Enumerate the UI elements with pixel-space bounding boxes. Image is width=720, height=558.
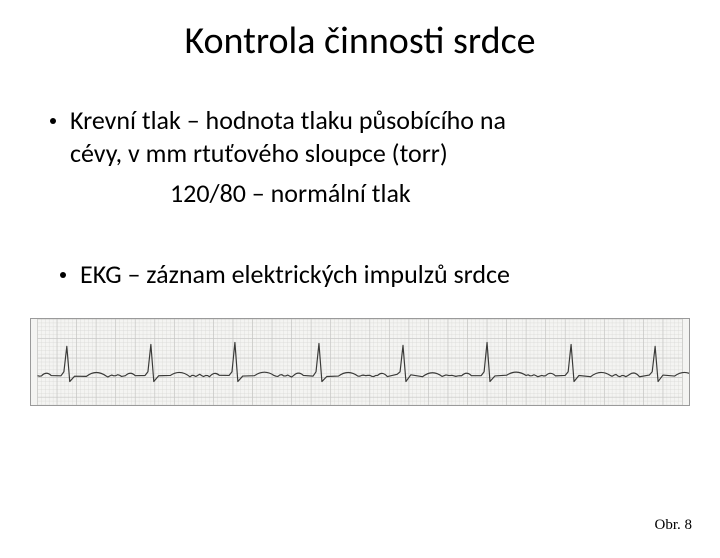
ekg-chart [30,318,690,406]
bullet-1-subline: 120/80 – normální tlak [50,177,680,210]
bullet-1-line2: cévy, v mm rtuťového sloupce (torr) [70,137,448,169]
bullet-dot [60,272,66,278]
bullet-item-1: Krevní tlak – hodnota tlaku působícího n… [50,104,680,169]
bullet-2-text: EKG – záznam elektrických impulzů srdce [80,258,510,291]
bullet-1-line1: Krevní tlak – hodnota tlaku působícího n… [70,104,506,136]
bullet-1-text: Krevní tlak – hodnota tlaku působícího n… [70,104,506,169]
page-title: Kontrola činnosti srdce [0,18,720,64]
bullet-item-2: EKG – záznam elektrických impulzů srdce [60,258,680,291]
bullet-list: Krevní tlak – hodnota tlaku působícího n… [0,104,720,290]
bullet-dot [50,118,56,124]
ekg-svg [31,319,689,405]
figure-caption: Obr. 8 [655,517,693,534]
